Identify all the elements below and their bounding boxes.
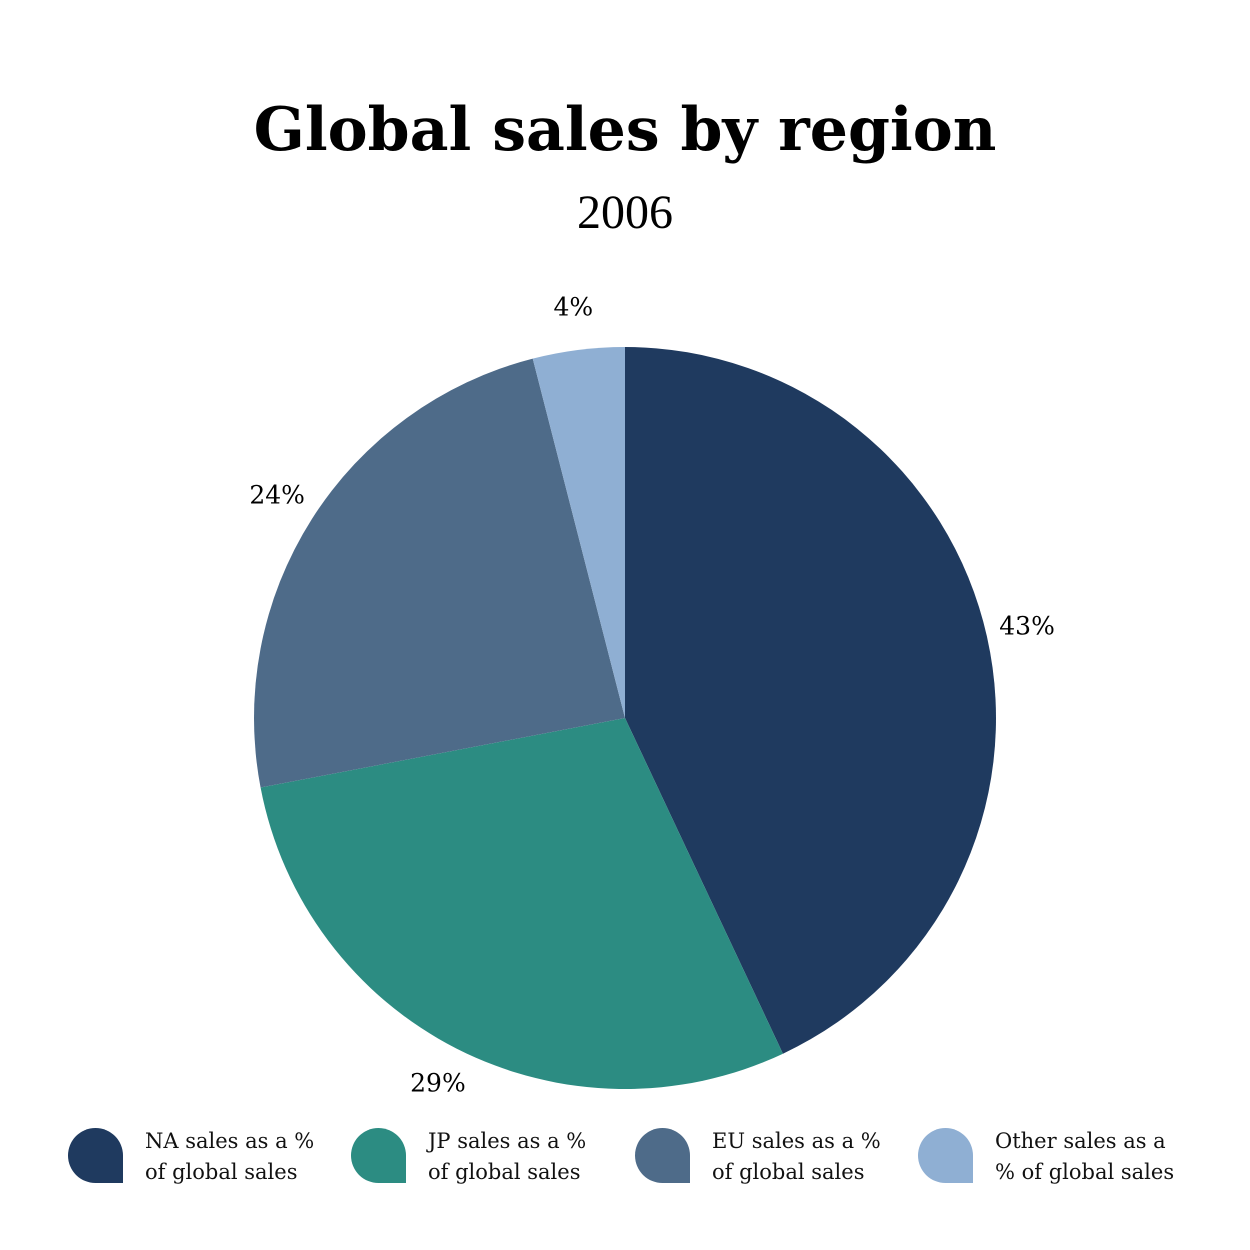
legend-swatch [68, 1128, 123, 1183]
legend-swatch [635, 1128, 690, 1183]
data-label: 43% [999, 612, 1055, 641]
data-label: 4% [554, 293, 594, 322]
legend-label: JP sales as a % of global sales [428, 1129, 587, 1184]
chart: Global sales by region 2006 43% 29% 24% 4% [249, 95, 1055, 1098]
legend-label: EU sales as a % of global sales [712, 1129, 881, 1184]
legend-label: Other sales as a % of global sales [995, 1129, 1175, 1184]
pie-slice [260, 718, 783, 1089]
legend-swatch [351, 1128, 406, 1183]
data-label: 29% [410, 1069, 466, 1098]
pie-slice [532, 347, 625, 718]
legend-swatch [918, 1128, 973, 1183]
pie-slice [625, 347, 996, 1054]
pie-slice [254, 358, 625, 788]
data-label: 24% [249, 481, 305, 510]
legend: NA sales as a % of global sales JP sales … [0, 1126, 1250, 1196]
chart-subtitle: 2006 [577, 186, 673, 239]
chart-title: Global sales by region [254, 95, 997, 165]
legend-label: NA sales as a % of global sales [145, 1129, 315, 1184]
